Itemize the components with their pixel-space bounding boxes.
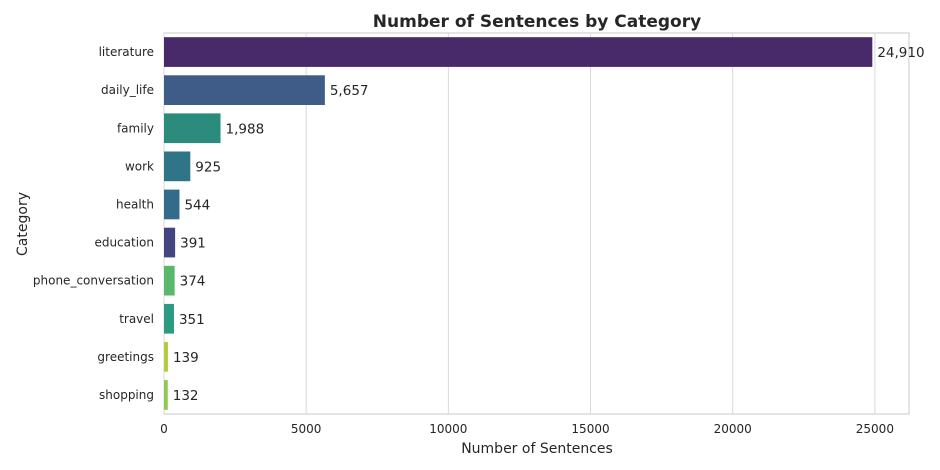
bar-work	[164, 151, 191, 182]
y-tick-label-literature: literature	[99, 45, 154, 59]
x-tick-label: 10000	[429, 422, 467, 436]
y-axis-label: Category	[15, 192, 31, 256]
y-tick-label-greetings: greetings	[97, 350, 154, 364]
y-tick-label-daily_life: daily_life	[101, 83, 154, 97]
data-label-health: 544	[184, 197, 210, 213]
data-label-travel: 351	[179, 312, 205, 328]
chart-title: Number of Sentences by Category	[373, 12, 701, 32]
x-tick-label: 5000	[291, 422, 322, 436]
bar-family	[164, 113, 221, 144]
data-labels: 24,910 5,657 1,988 925 544 391 374 351 139 132	[173, 45, 925, 404]
data-label-literature: 24,910	[877, 45, 924, 61]
x-tick-label: 0	[160, 422, 168, 436]
y-tick-label-health: health	[116, 197, 154, 211]
data-label-daily_life: 5,657	[330, 83, 369, 99]
bar-literature	[164, 37, 873, 67]
y-tick-label-shopping: shopping	[99, 388, 154, 402]
y-tick-label-education: education	[94, 236, 154, 250]
x-axis-label: Number of Sentences	[461, 441, 613, 457]
x-tick-label: 25000	[856, 422, 894, 436]
bars	[164, 37, 873, 410]
bar-education	[164, 227, 176, 258]
bar-health	[164, 189, 180, 220]
x-tick-labels: 0 5000 10000 15000 20000 25000	[160, 422, 894, 436]
y-tick-label-work: work	[125, 159, 154, 173]
bar-travel	[164, 303, 174, 334]
bar-phone_conversation	[164, 265, 175, 296]
x-tick-label: 20000	[714, 422, 752, 436]
y-tick-label-phone_conversation: phone_conversation	[33, 274, 154, 288]
data-label-work: 925	[195, 159, 221, 175]
x-tick-label: 15000	[571, 422, 609, 436]
data-label-family: 1,988	[226, 121, 265, 137]
y-tick-label-family: family	[117, 121, 154, 135]
data-label-shopping: 132	[173, 388, 199, 404]
data-label-greetings: 139	[173, 350, 199, 366]
bar-greetings	[164, 341, 168, 372]
bar-shopping	[164, 380, 168, 410]
data-label-phone_conversation: 374	[180, 274, 206, 290]
bar-daily_life	[164, 75, 325, 106]
y-tick-label-travel: travel	[119, 312, 154, 326]
data-label-education: 391	[180, 236, 206, 252]
